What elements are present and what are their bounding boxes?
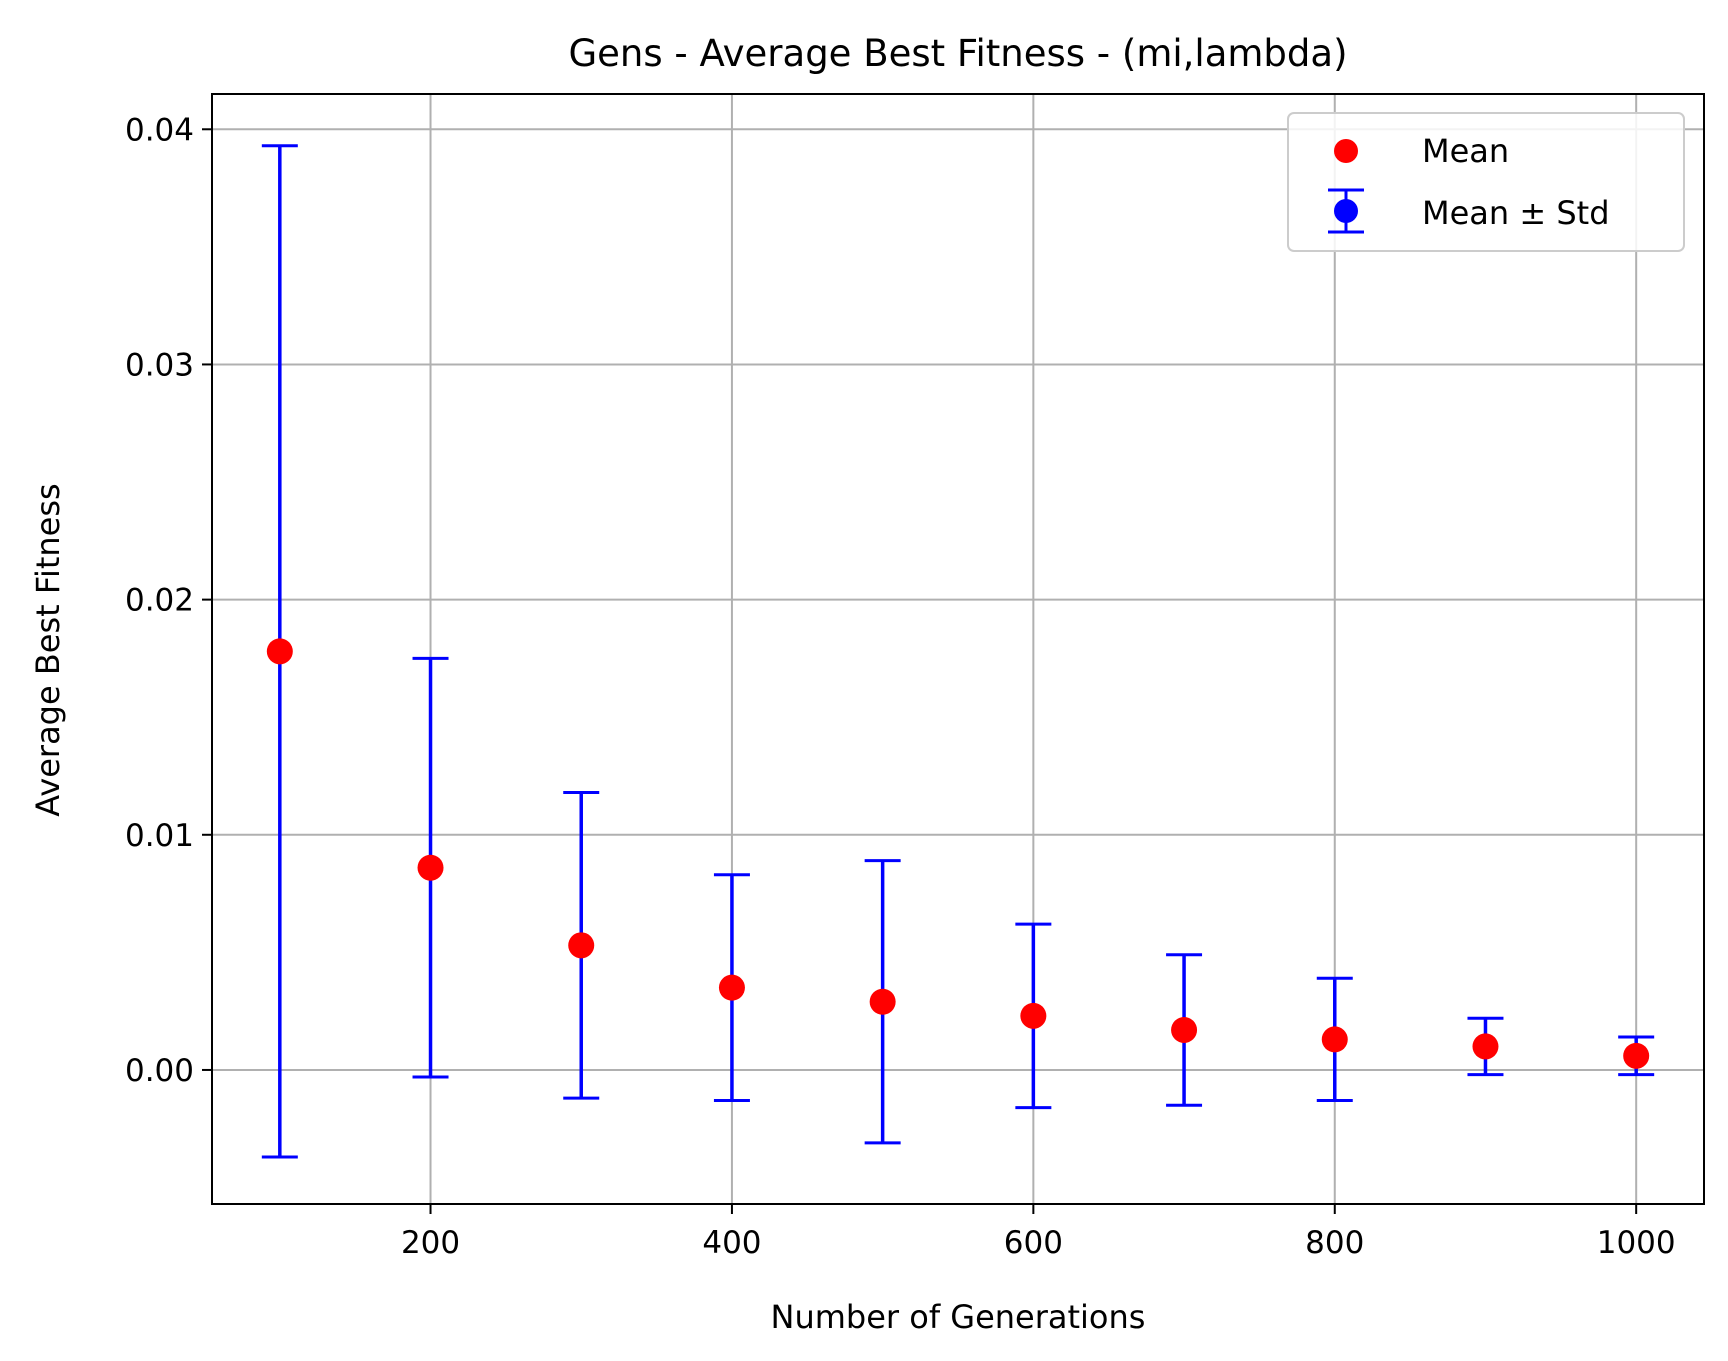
x-tick-label: 200 bbox=[401, 1225, 460, 1261]
chart-title: Gens - Average Best Fitness - (mi,lambda… bbox=[568, 32, 1347, 75]
legend-mean-marker bbox=[1334, 139, 1358, 163]
y-tick-label: 0.01 bbox=[125, 818, 194, 854]
mean-point bbox=[718, 974, 745, 1001]
mean-point bbox=[1171, 1016, 1198, 1043]
y-tick-label: 0.03 bbox=[125, 347, 194, 383]
mean-point bbox=[869, 988, 896, 1015]
y-tick-label: 0.00 bbox=[125, 1053, 194, 1089]
y-tick-label: 0.04 bbox=[125, 112, 194, 148]
legend: Mean Mean ± Std bbox=[1287, 112, 1685, 252]
legend-mean-label: Mean bbox=[1422, 132, 1509, 170]
y-axis-ticks: 0.00 0.01 0.02 0.03 0.04 bbox=[125, 112, 212, 1089]
y-tick-label: 0.02 bbox=[125, 583, 194, 619]
y-axis-label: Average Best Fitness bbox=[29, 483, 67, 816]
mean-points bbox=[266, 638, 1650, 1069]
plot-frame bbox=[211, 93, 1705, 1205]
mean-point bbox=[1321, 1026, 1348, 1053]
mean-point bbox=[266, 638, 293, 665]
mean-point bbox=[1020, 1002, 1047, 1029]
x-tick-label: 400 bbox=[702, 1225, 761, 1261]
x-axis-ticks: 200 400 600 800 1000 bbox=[401, 1204, 1676, 1261]
x-tick-label: 600 bbox=[1004, 1225, 1063, 1261]
x-tick-label: 800 bbox=[1305, 1225, 1364, 1261]
legend-errorbar-label: Mean ± Std bbox=[1422, 194, 1610, 232]
legend-errorbar-marker bbox=[1334, 199, 1358, 223]
mean-point bbox=[417, 854, 444, 881]
mean-point bbox=[1623, 1042, 1650, 1069]
mean-point bbox=[1472, 1033, 1499, 1060]
x-tick-label: 1000 bbox=[1597, 1225, 1676, 1261]
mean-point bbox=[568, 932, 595, 959]
x-axis-label: Number of Generations bbox=[771, 1298, 1146, 1336]
legend-box bbox=[1287, 112, 1685, 252]
